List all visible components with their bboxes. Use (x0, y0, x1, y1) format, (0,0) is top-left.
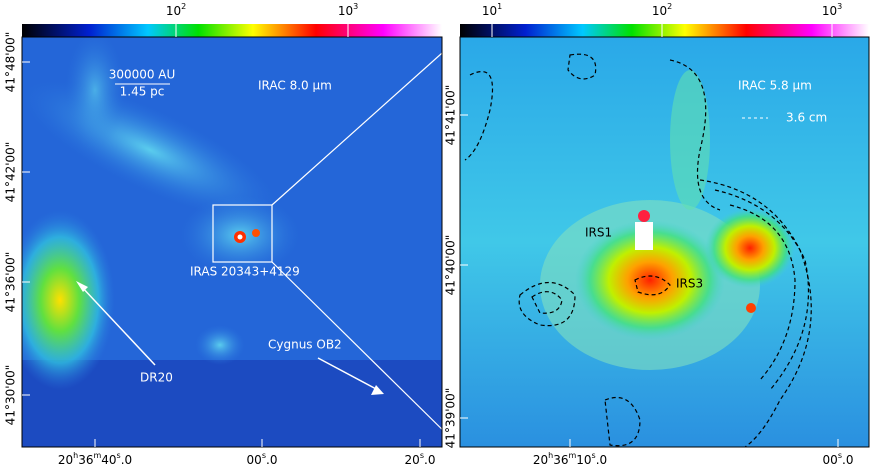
arrow-head (371, 385, 384, 395)
scale-label: 300000 AU (109, 68, 176, 82)
superscript: 2 (667, 2, 672, 11)
label-part: 10 (652, 4, 667, 18)
y-tick-label: 41°41'00" (444, 85, 458, 146)
source-label: IRS1 (585, 226, 612, 240)
colorbar (22, 24, 442, 37)
source-label: IRAS 20343+4129 (190, 265, 300, 279)
superscript: s (117, 451, 121, 460)
label-part: 00 (247, 453, 262, 467)
x-tick-label: 20h36m10s.0 (533, 451, 607, 467)
label-part: 36 (78, 453, 93, 467)
region-label: DR20 (140, 371, 173, 385)
label-part: 10 (338, 4, 353, 18)
label-part: .0 (842, 453, 853, 467)
label-part: .0 (424, 453, 435, 467)
label-part: 10 (822, 4, 837, 18)
superscript: s (592, 451, 596, 460)
y-tick-label: 41°40'00" (444, 235, 458, 296)
superscript: s (420, 451, 424, 460)
frame (459, 36, 870, 448)
label-part: 36 (553, 453, 568, 467)
label-part: 40 (101, 453, 116, 467)
superscript: h (73, 451, 78, 460)
band-label: IRAC 8.0 μm (258, 79, 332, 93)
superscript: m (568, 451, 576, 460)
superscript: m (93, 451, 101, 460)
superscript: 3 (837, 2, 842, 11)
band-label: IRAC 5.8 μm (738, 79, 812, 93)
y-tick-label: 41°42'00" (4, 142, 18, 203)
label-part: .0 (596, 453, 607, 467)
colorbar-tick-label: 103 (822, 2, 842, 18)
colorbar-tick-label: 102 (166, 2, 186, 18)
y-tick-label: 41°36'00" (4, 252, 18, 313)
label-part: 10 (482, 4, 497, 18)
y-tick-label: 41°30'00" (4, 365, 18, 426)
arrow-head (76, 281, 88, 292)
arrow (79, 284, 156, 366)
label-part: 00 (823, 453, 838, 467)
colorbar-tick-label: 102 (652, 2, 672, 18)
superscript: 1 (497, 2, 502, 11)
x-tick-label: 20s.0 (405, 451, 436, 467)
superscript: 3 (353, 2, 358, 11)
region-label: Cygnus OB2 (268, 338, 342, 352)
y-tick-label: 41°48'00" (4, 32, 18, 93)
colorbar-tick-label: 103 (338, 2, 358, 18)
label-part: 10 (576, 453, 591, 467)
zoom-line (271, 261, 461, 448)
label-part: .0 (121, 453, 132, 467)
right-image (460, 37, 869, 447)
label-part: .0 (266, 453, 277, 467)
x-tick-label: 20h36m40s.0 (58, 451, 132, 467)
superscript: h (548, 451, 553, 460)
label-part: 10 (166, 4, 181, 18)
zoom-line (271, 36, 461, 206)
source-label: IRS3 (676, 277, 703, 291)
colorbar-tick-label: 101 (482, 2, 502, 18)
arrow (317, 357, 379, 391)
x-tick-label: 00s.0 (823, 451, 854, 467)
scale-label: 1.45 pc (120, 85, 165, 99)
superscript: 2 (181, 2, 186, 11)
x-tick-label: 00s.0 (247, 451, 278, 467)
colorbar (460, 24, 869, 37)
frame (21, 36, 443, 448)
superscript: s (262, 451, 266, 460)
zoom-box (212, 204, 273, 263)
label-part: 20 (58, 453, 73, 467)
legend-label: 3.6 cm (786, 111, 827, 125)
superscript: s (838, 451, 842, 460)
left-image (22, 37, 442, 447)
y-tick-label: 41°39'00" (444, 388, 458, 449)
label-part: 20 (405, 453, 420, 467)
label-part: 20 (533, 453, 548, 467)
